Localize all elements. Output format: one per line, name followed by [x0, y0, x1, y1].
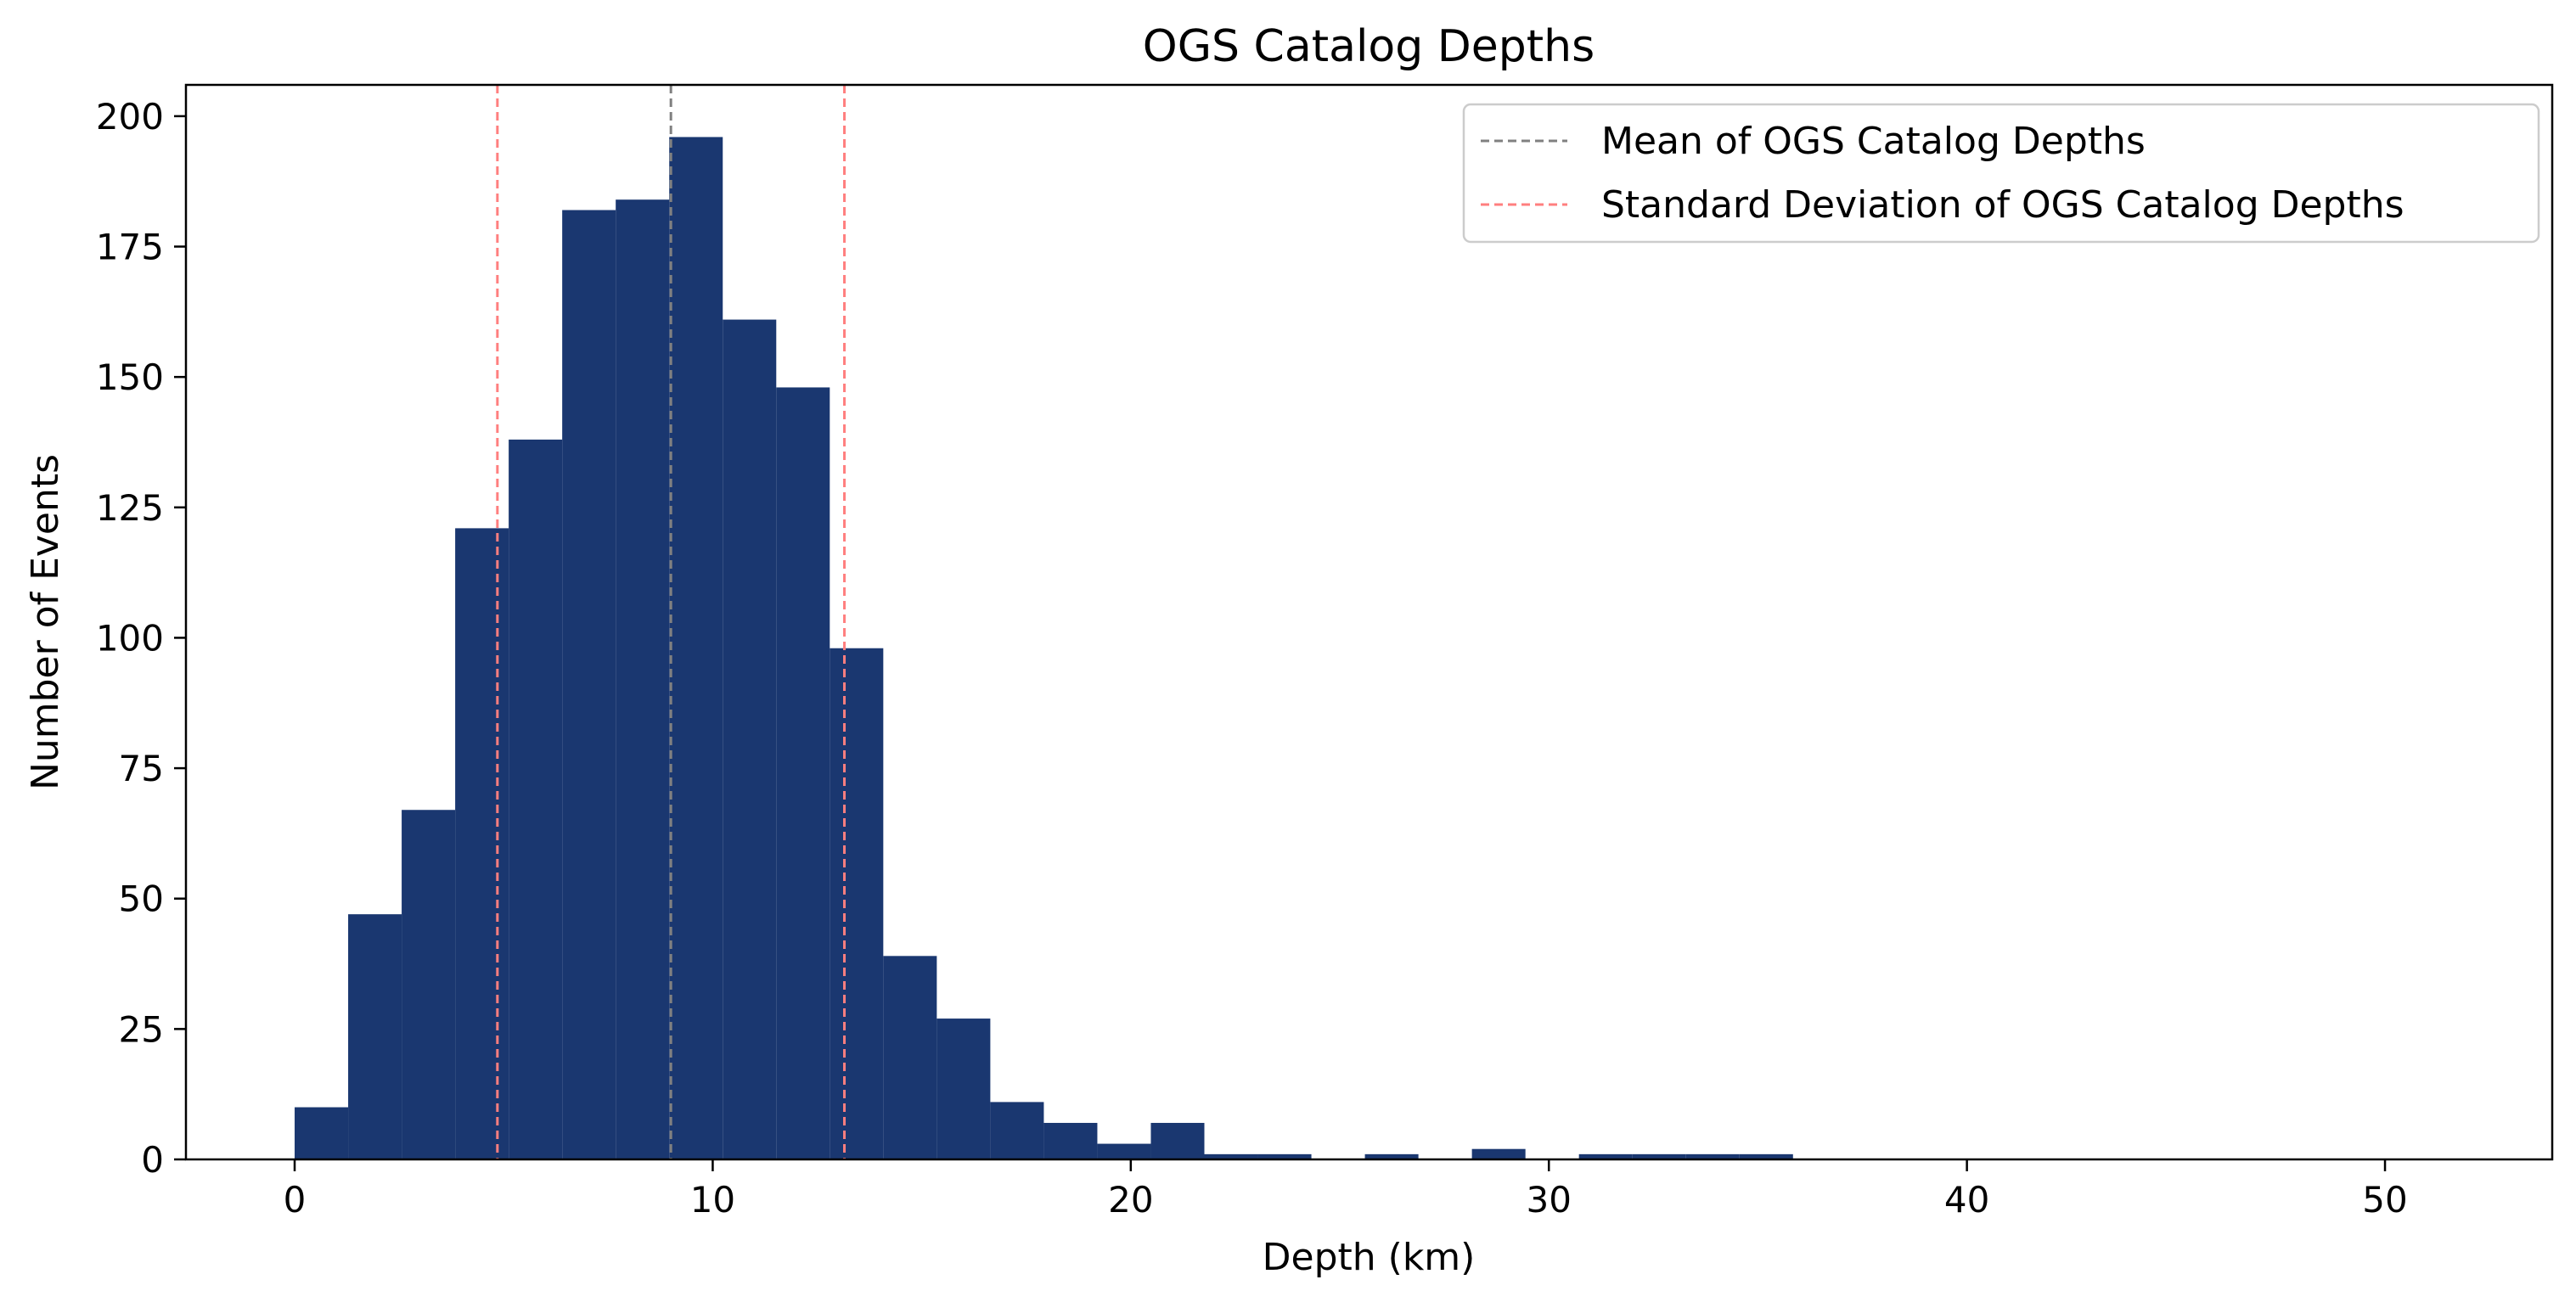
- y-tick-label: 200: [96, 96, 164, 137]
- histogram-bar: [1471, 1148, 1526, 1159]
- histogram-bar: [1257, 1153, 1312, 1159]
- x-axis-label: Depth (km): [1263, 1236, 1476, 1279]
- histogram-bar: [669, 137, 723, 1160]
- histogram-bar: [1739, 1153, 1793, 1159]
- histogram-bar: [455, 528, 509, 1159]
- histogram-bar: [1364, 1153, 1419, 1159]
- histogram-bar: [776, 387, 830, 1159]
- y-tick-label: 150: [96, 356, 164, 398]
- legend: Mean of OGS Catalog Depths Standard Devi…: [1462, 103, 2540, 244]
- x-tick-label: 10: [690, 1179, 735, 1221]
- x-axis-ticks: 0 10 20 30 40 50: [284, 1159, 2408, 1221]
- histogram-bar: [1043, 1122, 1098, 1159]
- histogram-bar: [1150, 1122, 1205, 1159]
- histogram-bar: [1685, 1153, 1740, 1159]
- plot-frame: [184, 83, 2554, 1161]
- y-tick-label: 75: [119, 748, 164, 789]
- histogram-bar: [348, 914, 402, 1159]
- y-tick-label: 175: [96, 227, 164, 268]
- y-tick-label: 100: [96, 617, 164, 659]
- histogram-bar: [1097, 1143, 1151, 1159]
- y-tick-label: 0: [141, 1139, 164, 1181]
- y-tick-label: 25: [119, 1008, 164, 1050]
- x-tick-label: 40: [1944, 1179, 1989, 1221]
- x-tick-label: 50: [2362, 1179, 2407, 1221]
- legend-box: [1462, 103, 2540, 244]
- histogram-bar: [1204, 1153, 1258, 1159]
- histogram-bar: [1632, 1153, 1686, 1159]
- histogram-bar: [1578, 1153, 1633, 1159]
- histogram-bar: [562, 210, 616, 1160]
- histogram-bar: [830, 648, 884, 1159]
- y-tick-label: 125: [96, 487, 164, 529]
- x-tick-label: 0: [284, 1179, 307, 1221]
- chart-title: OGS Catalog Depths: [1143, 21, 1595, 72]
- histogram-bar: [509, 439, 563, 1159]
- histogram-bar: [402, 810, 456, 1159]
- x-tick-label: 20: [1108, 1179, 1153, 1221]
- y-axis-ticks: 0 25 50 75 100 125 150 175 200: [96, 96, 186, 1181]
- y-axis-label: Number of Events: [24, 454, 67, 790]
- legend-mean-label: Mean of OGS Catalog Depths: [1601, 120, 2146, 163]
- histogram-bar: [936, 1019, 991, 1159]
- histogram-bar: [295, 1107, 349, 1159]
- histogram-bar: [723, 319, 777, 1159]
- x-tick-label: 30: [1527, 1179, 1572, 1221]
- reference-lines: [496, 85, 846, 1159]
- histogram-bar: [883, 956, 937, 1159]
- bars: [295, 137, 1793, 1160]
- legend-std-label: Standard Deviation of OGS Catalog Depths: [1601, 183, 2404, 227]
- histogram-bar: [616, 199, 670, 1160]
- histogram-bar: [990, 1102, 1044, 1159]
- y-tick-label: 50: [119, 878, 164, 920]
